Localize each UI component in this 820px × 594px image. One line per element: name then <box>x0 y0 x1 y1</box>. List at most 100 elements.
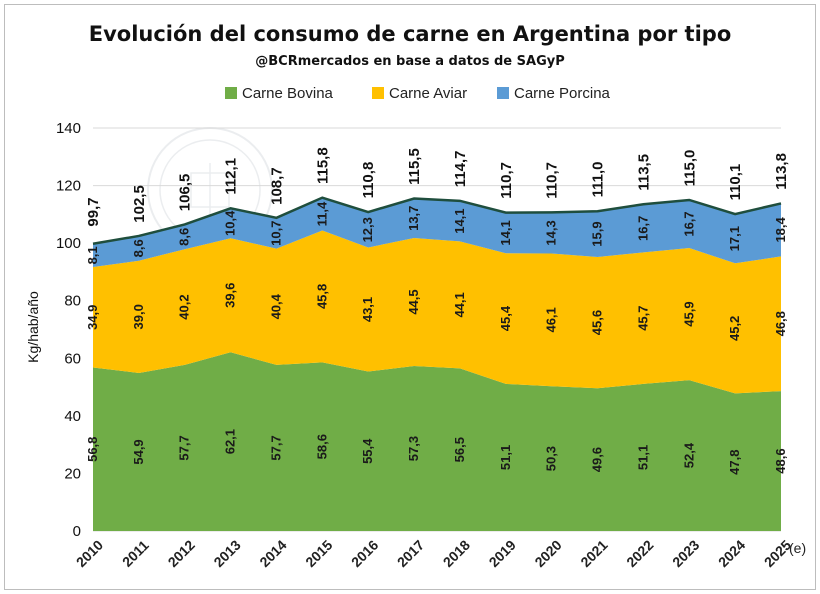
y-tick-label-7: 140 <box>56 120 81 137</box>
legend-swatch-1 <box>372 87 384 99</box>
data-label-1-6: 43,1 <box>360 297 375 322</box>
total-label-8: 114,7 <box>452 150 469 187</box>
data-label-0-6: 55,4 <box>360 438 375 464</box>
data-label-2-11: 15,9 <box>590 221 605 246</box>
data-label-2-14: 17,1 <box>727 226 742 251</box>
total-label-5: 115,8 <box>314 147 331 184</box>
data-label-2-4: 10,7 <box>268 221 283 246</box>
y-axis: 0 20 40 60 80 100 120 140 <box>56 120 81 540</box>
data-label-0-10: 50,3 <box>544 446 559 471</box>
total-label-13: 115,0 <box>681 150 698 187</box>
area-carne-bovina <box>93 352 781 531</box>
total-label-3: 112,1 <box>223 158 240 195</box>
data-label-2-10: 14,3 <box>544 220 559 245</box>
data-label-0-4: 57,7 <box>268 435 283 460</box>
area-carne-porcina <box>93 197 781 268</box>
x-tick-label-2014: 2014 <box>256 537 289 570</box>
total-label-6: 110,8 <box>360 162 377 199</box>
x-tick-label-2013: 2013 <box>210 537 243 570</box>
x-tick-label-2012: 2012 <box>165 537 198 570</box>
data-label-1-2: 40,2 <box>177 294 192 319</box>
data-label-0-7: 57,3 <box>406 436 421 461</box>
data-label-0-11: 49,6 <box>590 447 605 472</box>
data-label-2-9: 14,1 <box>498 220 513 245</box>
total-label-12: 113,5 <box>635 154 652 191</box>
data-label-1-7: 44,5 <box>406 289 421 314</box>
total-label-10: 110,7 <box>544 162 561 199</box>
total-label-1: 102,5 <box>131 185 148 223</box>
data-label-0-9: 51,1 <box>498 445 513 470</box>
x-tick-label-2015: 2015 <box>302 537 335 570</box>
chart-frame: Evolución del consumo de carne en Argent… <box>4 4 816 590</box>
y-tick-label-5: 100 <box>56 235 81 252</box>
x-tick-label-2021: 2021 <box>577 537 610 570</box>
data-label-0-2: 57,7 <box>177 435 192 460</box>
y-tick-label-6: 120 <box>56 178 81 195</box>
data-label-0-15: 48,6 <box>773 448 788 473</box>
data-label-2-13: 16,7 <box>681 211 696 236</box>
x-tick-label-2011: 2011 <box>119 537 152 570</box>
data-label-1-3: 39,6 <box>223 283 238 308</box>
data-label-2-3: 10,4 <box>223 210 238 236</box>
data-label-2-6: 12,3 <box>360 217 375 242</box>
data-label-1-4: 40,4 <box>268 293 283 319</box>
plot-areas <box>92 196 782 531</box>
data-label-0-13: 52,4 <box>681 442 696 468</box>
total-label-15: 113,8 <box>773 153 790 190</box>
data-label-0-12: 51,1 <box>635 445 650 470</box>
data-label-1-10: 46,1 <box>544 307 559 332</box>
legend-swatch-2 <box>497 87 509 99</box>
total-label-0: 99,7 <box>85 197 102 226</box>
total-label-11: 111,0 <box>590 162 607 198</box>
x-tick-label-2018: 2018 <box>440 537 473 570</box>
x-tick-label-2017: 2017 <box>394 537 427 570</box>
data-label-1-9: 45,4 <box>498 305 513 331</box>
data-label-2-15: 18,4 <box>773 216 788 242</box>
data-label-1-0: 34,9 <box>85 305 100 330</box>
data-labels: 56,8 54,9 57,7 62,1 57,7 58,6 55,4 57,3 56,5 51,1… <box>85 147 790 475</box>
data-label-0-8: 56,5 <box>452 437 467 462</box>
y-axis-label: Kg/hab/año <box>25 291 41 363</box>
data-label-2-7: 13,7 <box>406 206 421 231</box>
chart-svg: Evolución del consumo de carne en Argent… <box>25 22 806 570</box>
x-tick-label-2019: 2019 <box>486 537 519 570</box>
data-label-1-11: 45,6 <box>590 310 605 335</box>
x-tick-label-2023: 2023 <box>669 537 702 570</box>
data-label-2-0: 8,1 <box>85 246 100 264</box>
chart-title: Evolución del consumo de carne en Argent… <box>89 22 732 46</box>
data-label-2-8: 14,1 <box>452 208 467 233</box>
y-tick-label-4: 80 <box>64 293 81 310</box>
data-label-0-1: 54,9 <box>131 439 146 464</box>
data-label-2-2: 8,6 <box>177 228 192 246</box>
y-tick-label-2: 40 <box>64 408 81 425</box>
x-tick-label-2020: 2020 <box>531 537 564 570</box>
y-tick-label-0: 0 <box>73 523 81 540</box>
total-label-14: 110,1 <box>727 164 744 201</box>
legend-swatch-0 <box>225 87 237 99</box>
total-label-9: 110,7 <box>498 162 515 199</box>
chart-subtitle: @BCRmercados en base a datos de SAGyP <box>255 54 565 69</box>
data-label-1-12: 45,7 <box>635 305 650 330</box>
total-line <box>92 196 782 245</box>
legend: Carne Bovina Carne Aviar Carne Porcina <box>225 85 611 102</box>
y-tick-label-3: 60 <box>64 350 81 367</box>
total-label-4: 108,7 <box>268 167 285 205</box>
data-label-2-5: 11,4 <box>314 201 329 226</box>
x-tick-label-2022: 2022 <box>623 537 656 570</box>
y-tick-label-1: 20 <box>64 465 81 482</box>
data-label-1-15: 46,8 <box>773 311 788 336</box>
data-label-2-12: 16,7 <box>635 216 650 241</box>
data-label-1-14: 45,2 <box>727 316 742 341</box>
total-label-2: 106,5 <box>177 174 194 212</box>
data-label-1-8: 44,1 <box>452 292 467 317</box>
legend-label-1: Carne Aviar <box>389 85 467 102</box>
data-label-0-0: 56,8 <box>85 437 100 462</box>
data-label-1-5: 45,8 <box>314 284 329 309</box>
data-label-2-1: 8,6 <box>131 239 146 257</box>
x-tick-label-2024: 2024 <box>715 537 748 570</box>
data-label-0-3: 62,1 <box>223 429 238 454</box>
x-axis: 2010 2011 2012 2013 2014 2015 2016 2017 2018 2019… <box>73 537 806 570</box>
area-carne-aviar <box>93 230 781 394</box>
data-label-1-13: 45,9 <box>681 301 696 326</box>
legend-label-2: Carne Porcina <box>514 85 611 102</box>
